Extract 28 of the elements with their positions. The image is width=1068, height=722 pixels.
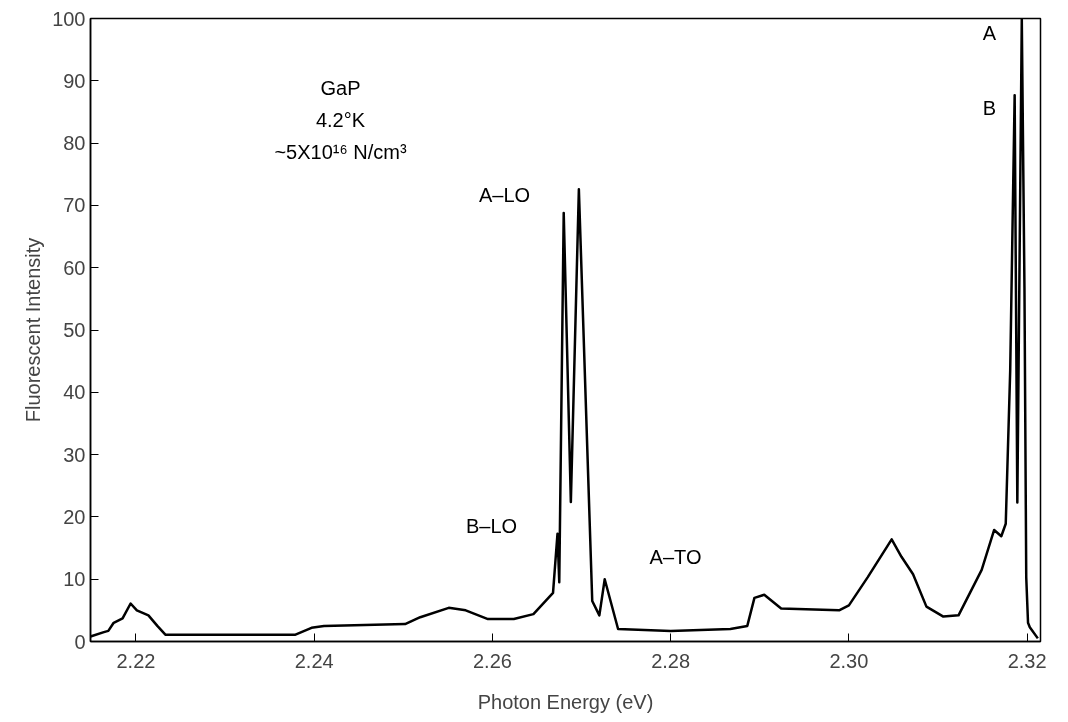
y-tick-label: 90 xyxy=(63,69,86,92)
y-tick-label: 0 xyxy=(74,630,86,653)
x-axis-title: Photon Energy (eV) xyxy=(477,690,654,713)
annotation: GaP xyxy=(320,76,361,99)
y-tick-label: 60 xyxy=(63,256,86,279)
annotation: 4.2°K xyxy=(315,108,366,131)
x-tick-label: 2.32 xyxy=(1007,649,1047,672)
x-tick-label: 2.22 xyxy=(116,649,156,672)
y-axis-title: Fluorescent Intensity xyxy=(22,237,45,423)
y-tick-label: 50 xyxy=(63,319,86,341)
y-tick-label: 80 xyxy=(63,132,86,155)
x-tick-label: 2.28 xyxy=(651,649,691,672)
annotation: A–LO xyxy=(478,183,531,206)
x-tick-label: 2.24 xyxy=(294,649,334,672)
y-tick-label: 20 xyxy=(63,505,86,528)
line-series xyxy=(90,18,1040,640)
annotation: A xyxy=(982,21,997,44)
annotation: B–LO xyxy=(465,514,518,537)
x-tick-label: 2.30 xyxy=(829,649,869,672)
y-tick-label: 100 xyxy=(52,7,86,30)
annotation: A–TO xyxy=(649,545,702,568)
x-tick-label: 2.26 xyxy=(472,649,512,672)
y-tick-label: 40 xyxy=(63,381,86,404)
annotation: B xyxy=(982,96,997,119)
y-tick-label: 30 xyxy=(63,443,86,466)
y-tick-label: 10 xyxy=(63,568,86,591)
annotation: ~5X10¹⁶ N/cm³ xyxy=(274,140,407,163)
y-tick-label: 70 xyxy=(63,194,86,217)
